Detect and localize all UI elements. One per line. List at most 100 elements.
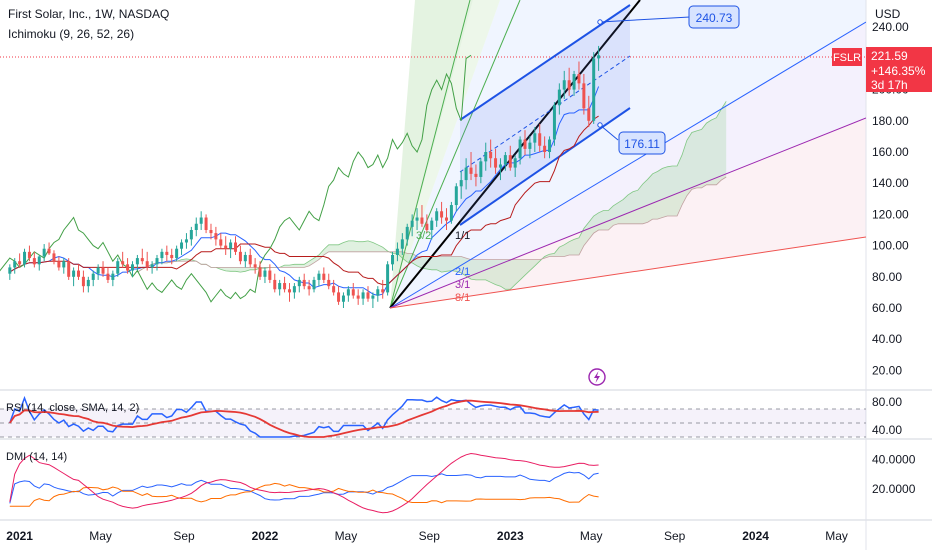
fan-label-1-1: 1/1 (455, 230, 470, 242)
ichimoku-legend: Ichimoku (9, 26, 52, 26) (8, 27, 134, 41)
candle-31 (160, 251, 164, 259)
rsi-pane (0, 395, 866, 438)
candle-43 (219, 239, 223, 246)
candle-104 (518, 139, 522, 159)
candle-114 (567, 80, 571, 90)
time-tick-3: 2022 (252, 529, 279, 543)
candle-69 (346, 289, 350, 296)
channel-fill (460, 5, 630, 225)
candle-61 (307, 286, 311, 290)
candle-17 (91, 273, 95, 280)
candle-5 (32, 258, 36, 265)
candle-28 (145, 261, 149, 268)
candle-107 (533, 133, 537, 143)
candle-117 (582, 83, 586, 109)
candle-45 (229, 242, 233, 249)
price-tick-4: 140.00 (872, 176, 909, 190)
rsi-tick-0: 80.00 (872, 395, 902, 409)
lightning-icon[interactable] (588, 368, 606, 386)
candle-70 (351, 289, 355, 296)
candle-109 (543, 145, 547, 152)
candle-116 (577, 74, 581, 84)
price-tick-9: 40.00 (872, 332, 902, 346)
candle-67 (337, 292, 341, 302)
candle-95 (474, 173, 478, 177)
fan-label-2-1: 2/1 (455, 266, 470, 278)
candle-91 (454, 186, 458, 206)
candle-24 (126, 264, 130, 271)
cloud-fill (137, 101, 727, 290)
candle-62 (312, 279, 316, 290)
rsi-line (9, 395, 599, 438)
candle-7 (42, 248, 46, 257)
callout-upper-value: 240.73 (696, 11, 733, 25)
channel-upper (459, 4, 631, 121)
candle-98 (489, 152, 493, 159)
candle-11 (62, 261, 66, 268)
candle-106 (528, 142, 532, 149)
candle-113 (562, 80, 566, 90)
last-price: 221.59 (871, 49, 908, 63)
symbol-title: First Solar, Inc., 1W, NASDAQ (8, 7, 169, 21)
candle-40 (204, 217, 208, 230)
candle-48 (243, 254, 247, 262)
candle-53 (268, 270, 272, 280)
callout-upper[interactable]: 240.73 (597, 5, 740, 29)
ticker-badge[interactable]: FSLR 221.59 +146.35% 3d 17h (832, 47, 932, 92)
candle-80 (400, 239, 404, 249)
candle-16 (86, 279, 90, 287)
callout-lower[interactable]: 176.11 (597, 122, 666, 155)
price-tick-0: 240.00 (872, 20, 909, 34)
candle-46 (234, 242, 238, 252)
time-tick-2: Sep (173, 529, 195, 543)
candle-55 (278, 283, 282, 290)
candle-19 (101, 267, 105, 274)
candle-37 (189, 230, 193, 240)
candle-97 (484, 152, 488, 162)
dmi-tick-0: 40.0000 (872, 453, 916, 467)
fan-label-3-2: 3/2 (416, 230, 431, 242)
candle-96 (479, 161, 483, 177)
candle-120 (597, 55, 601, 59)
ticker-symbol: FSLR (833, 52, 861, 64)
candle-85 (425, 223, 429, 230)
parallel-channel[interactable] (459, 4, 631, 226)
time-tick-10: May (825, 529, 848, 543)
candle-111 (552, 105, 556, 140)
time-tick-1: May (89, 529, 112, 543)
callout-lower-value: 176.11 (624, 137, 660, 151)
candle-26 (135, 258, 139, 265)
candle-25 (130, 264, 134, 271)
price-tick-5: 120.00 (872, 207, 909, 221)
bar-countdown: 3d 17h (871, 78, 908, 92)
candle-59 (297, 279, 301, 287)
price-tick-6: 100.00 (872, 239, 909, 253)
candle-51 (258, 267, 262, 277)
candle-35 (180, 242, 184, 249)
percent-change: +146.35% (871, 64, 926, 78)
rsi-ma-line (9, 399, 599, 438)
candle-78 (391, 254, 395, 265)
time-tick-6: 2023 (497, 529, 524, 543)
fan-line-4 (389, 117, 866, 309)
currency-label: USD (875, 7, 901, 21)
candle-54 (273, 279, 277, 290)
candle-101 (503, 155, 507, 165)
time-tick-5: Sep (419, 529, 441, 543)
candle-94 (469, 167, 473, 174)
time-tick-9: 2024 (742, 529, 769, 543)
fan-line-5 (389, 236, 866, 309)
candle-73 (366, 292, 370, 299)
span-a-line (137, 101, 727, 290)
candle-77 (386, 264, 390, 293)
candle-30 (155, 258, 159, 265)
candle-112 (557, 89, 561, 106)
candle-56 (283, 283, 287, 290)
candle-119 (592, 58, 596, 121)
candle-81 (405, 226, 409, 240)
candle-41 (209, 230, 213, 234)
candle-18 (96, 267, 100, 274)
time-tick-4: May (335, 529, 358, 543)
candle-103 (513, 158, 517, 168)
